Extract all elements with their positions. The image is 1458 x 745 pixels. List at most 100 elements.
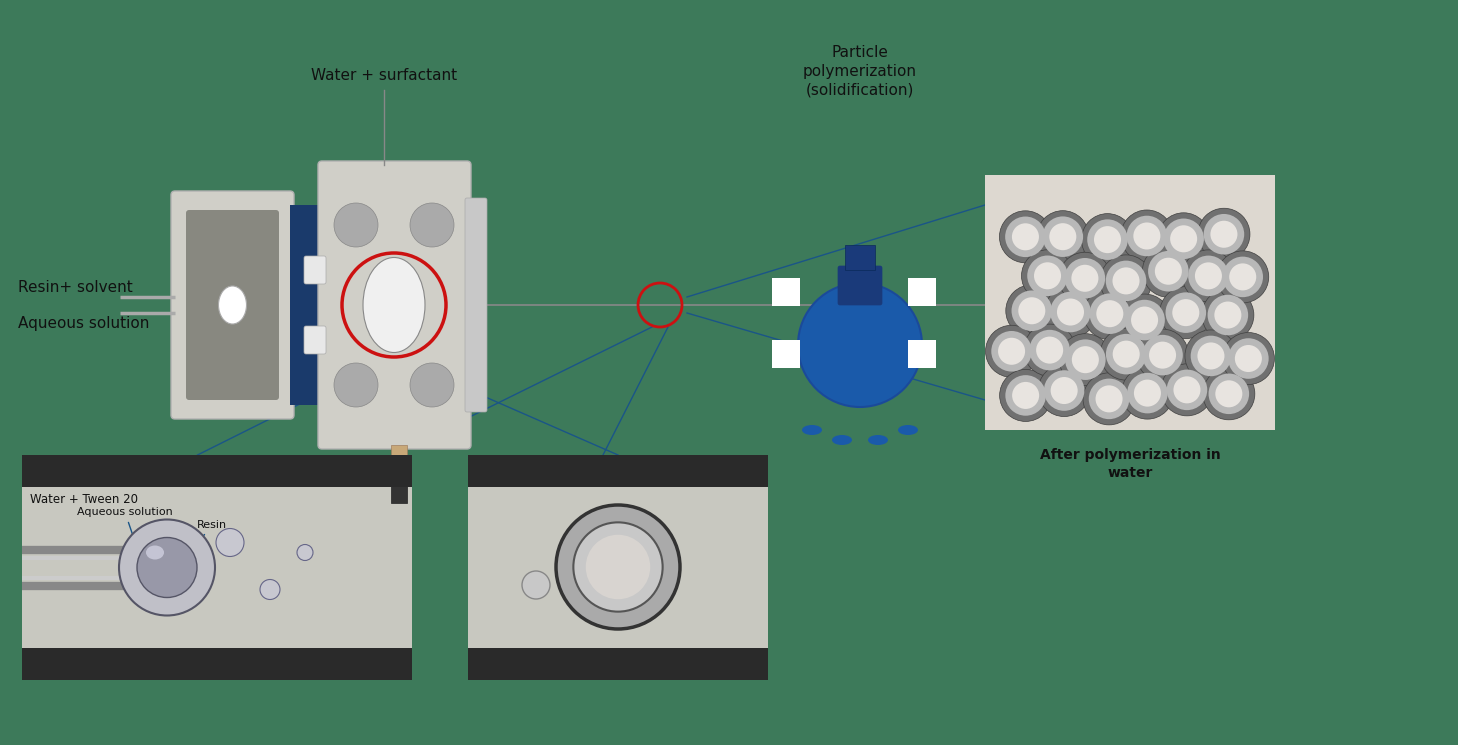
Circle shape: [1124, 299, 1165, 340]
Circle shape: [1050, 224, 1076, 250]
FancyBboxPatch shape: [838, 266, 882, 305]
Circle shape: [1222, 256, 1263, 297]
Circle shape: [1121, 210, 1172, 262]
Circle shape: [1012, 291, 1053, 331]
Circle shape: [1029, 330, 1070, 370]
Circle shape: [1235, 345, 1261, 372]
Circle shape: [1228, 338, 1268, 378]
Circle shape: [334, 363, 378, 407]
Circle shape: [1207, 295, 1248, 335]
Bar: [22, 455, 413, 487]
FancyBboxPatch shape: [187, 210, 278, 400]
Bar: [771, 278, 800, 306]
Text: Water + surfactant: Water + surfactant: [311, 68, 456, 83]
Circle shape: [1198, 209, 1250, 260]
Circle shape: [1105, 261, 1146, 301]
Circle shape: [1006, 375, 1045, 416]
Circle shape: [1018, 297, 1045, 324]
Circle shape: [1182, 250, 1235, 302]
Circle shape: [1222, 332, 1274, 384]
Circle shape: [1012, 382, 1040, 409]
Bar: [468, 455, 768, 487]
Circle shape: [334, 203, 378, 247]
Circle shape: [1163, 218, 1204, 259]
Bar: [908, 278, 936, 306]
Circle shape: [999, 211, 1051, 263]
Circle shape: [1161, 364, 1213, 416]
Circle shape: [1204, 214, 1244, 255]
Circle shape: [1112, 340, 1140, 367]
Circle shape: [1171, 225, 1197, 253]
Text: Particle
polymerization
(solidification): Particle polymerization (solidification): [803, 45, 917, 97]
Circle shape: [1203, 368, 1255, 419]
Circle shape: [1024, 324, 1076, 376]
Circle shape: [1127, 216, 1168, 256]
Circle shape: [1159, 287, 1212, 339]
Circle shape: [1089, 378, 1130, 419]
Circle shape: [1196, 262, 1222, 289]
Text: Resin+ solvent: Resin+ solvent: [17, 279, 133, 294]
Circle shape: [216, 528, 243, 557]
Ellipse shape: [802, 425, 822, 435]
Circle shape: [999, 337, 1025, 365]
Circle shape: [1005, 217, 1045, 257]
Bar: [22, 455, 413, 680]
Circle shape: [1201, 289, 1254, 341]
Circle shape: [1107, 334, 1146, 375]
Bar: [986, 175, 1274, 430]
Circle shape: [522, 571, 550, 599]
Circle shape: [1094, 226, 1121, 253]
Text: Aqueous solution: Aqueous solution: [77, 507, 172, 543]
Circle shape: [1000, 370, 1051, 422]
Bar: [391, 483, 407, 503]
Circle shape: [1149, 342, 1177, 369]
Circle shape: [1197, 343, 1225, 370]
Circle shape: [1095, 385, 1123, 413]
Circle shape: [1022, 250, 1073, 302]
Bar: [22, 648, 413, 680]
Bar: [391, 445, 407, 483]
Circle shape: [555, 505, 679, 629]
Circle shape: [1215, 302, 1241, 329]
Circle shape: [1006, 285, 1059, 337]
Circle shape: [1044, 370, 1085, 410]
Circle shape: [1216, 380, 1242, 408]
Circle shape: [991, 331, 1032, 372]
Circle shape: [1099, 255, 1152, 307]
Circle shape: [1096, 300, 1123, 327]
Ellipse shape: [363, 258, 424, 352]
FancyBboxPatch shape: [318, 161, 471, 449]
Bar: [771, 340, 800, 368]
Circle shape: [1165, 292, 1206, 333]
Bar: [290, 205, 322, 405]
Circle shape: [1028, 256, 1067, 296]
Circle shape: [1050, 292, 1091, 332]
Text: Resin: Resin: [175, 519, 227, 574]
Circle shape: [1121, 367, 1174, 419]
Circle shape: [1155, 258, 1182, 285]
Circle shape: [297, 545, 313, 560]
Text: Water + Tween 20: Water + Tween 20: [31, 493, 139, 506]
Circle shape: [1038, 364, 1091, 416]
Circle shape: [410, 203, 453, 247]
Circle shape: [1072, 346, 1099, 373]
Ellipse shape: [833, 435, 851, 445]
Circle shape: [137, 537, 197, 597]
Circle shape: [1127, 372, 1168, 413]
Ellipse shape: [898, 425, 919, 435]
Circle shape: [1209, 373, 1250, 414]
Circle shape: [1064, 340, 1105, 380]
Ellipse shape: [146, 545, 163, 559]
Circle shape: [1042, 216, 1083, 257]
FancyBboxPatch shape: [305, 256, 327, 284]
Circle shape: [1229, 264, 1257, 291]
Circle shape: [1217, 251, 1268, 303]
Circle shape: [1112, 267, 1140, 294]
Circle shape: [1188, 256, 1229, 297]
Circle shape: [1210, 221, 1238, 248]
Text: After polymerization in
water: After polymerization in water: [1040, 448, 1220, 481]
Circle shape: [1064, 258, 1105, 299]
Circle shape: [1143, 245, 1194, 297]
Circle shape: [1051, 377, 1077, 404]
Circle shape: [1158, 213, 1210, 264]
